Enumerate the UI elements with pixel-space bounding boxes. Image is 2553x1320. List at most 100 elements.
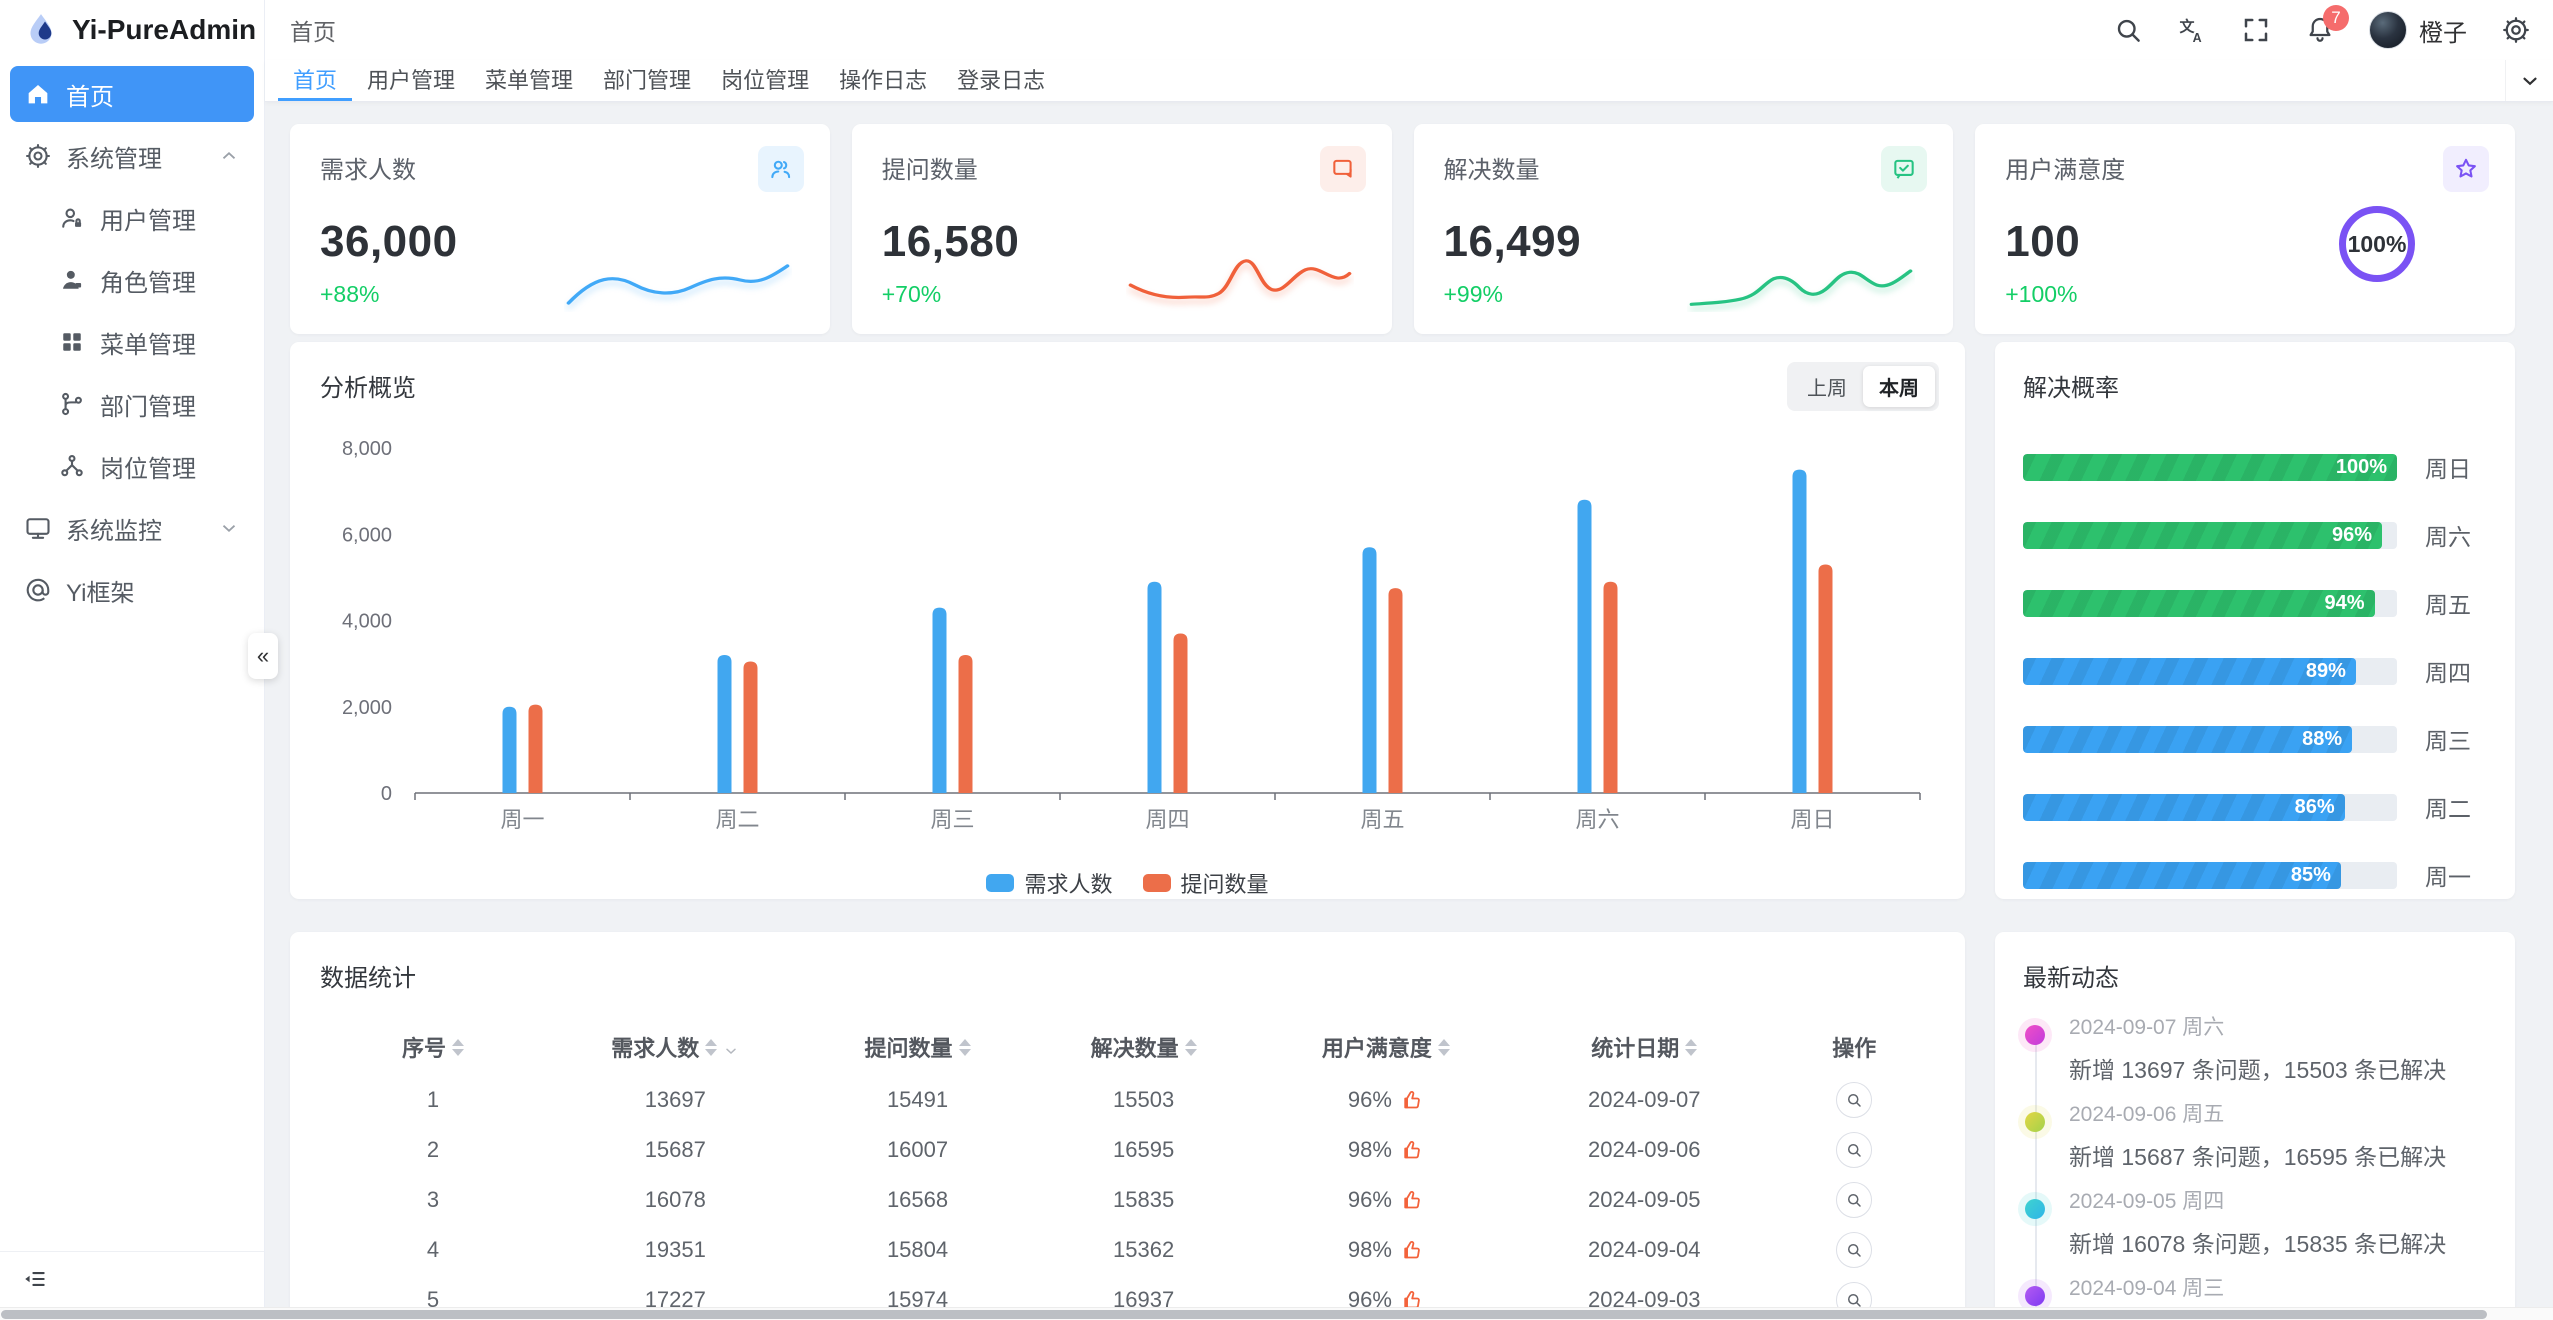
stat-card-title: 用户满意度 [2005,157,2126,184]
tab-首页[interactable]: 首页 [278,60,353,101]
tab-登录日志[interactable]: 登录日志 [957,68,1046,93]
menu-fold-icon[interactable] [22,1266,48,1292]
sidebar-item-role-mgmt[interactable]: 角色管理 [10,252,254,308]
progress-day-label: 周二 [2425,796,2471,822]
column-header-序号[interactable]: 序号 [320,1031,546,1063]
sidebar-item-home[interactable]: 首页 [10,66,254,122]
tab-用户管理[interactable]: 用户管理 [367,68,456,93]
solve-rate-row: 85% 周一 [2023,841,2487,909]
progress-track: 100% [2023,453,2397,481]
legend-提问数量[interactable]: 提问数量 [1142,867,1269,899]
date-cell: 2024-09-06 [1587,1137,1701,1162]
column-header-用户满意度[interactable]: 用户满意度 [1257,1031,1515,1063]
sidebar-item-menu-mgmt[interactable]: 菜单管理 [10,314,254,370]
satisfaction-cell: 96% [1257,1187,1515,1213]
satisfaction-ring: 100% [2339,206,2415,282]
settings-gear-icon[interactable] [2501,15,2531,45]
sidebar-item-monitor[interactable]: 系统监控 [10,500,254,556]
solve-rate-card: 解决概率 100% 周日 96% 周六 94% 周五 89% 周四 88% 周三 86% 周二 85% 周… [1995,342,2515,899]
timeline-item: 2024-09-07 周六 新增 13697 条问题，15503 条已解决 [2025,1011,2487,1098]
avatar [2369,11,2407,49]
satisfaction-cell: 98% [1257,1137,1515,1163]
app-title: Yi-PureAdmin [72,14,257,45]
stat-card-title: 需求人数 [320,157,416,184]
sparkline-chart [1687,248,1915,312]
svg-text:8,000: 8,000 [342,438,392,460]
week-toggle: 上周 本周 [1787,362,1939,411]
progress-day-label: 周六 [2425,524,2471,550]
view-detail-button[interactable] [1836,1082,1873,1118]
timeline-dot-icon [2025,1112,2045,1132]
chart-title: 分析概览 [320,375,416,402]
tab-操作日志[interactable]: 操作日志 [839,68,928,93]
table-cell: 15362 [1113,1237,1175,1262]
toggle-last-week[interactable]: 上周 [1807,378,1847,400]
operation-cell [1773,1082,1935,1118]
table-cell: 4 [426,1237,440,1262]
sort-carets-icon[interactable] [1437,1038,1450,1056]
stat-card-delta: +100% [2005,281,2078,307]
progress-fill: 86% [2023,793,2345,821]
timeline-text: 新增 13697 条问题，15503 条已解决 [2069,1057,2447,1083]
view-detail-button[interactable] [1836,1232,1873,1268]
sidebar-item-framework[interactable]: Yi框架 [10,562,254,618]
monitor-icon [24,514,52,542]
view-detail-button[interactable] [1836,1132,1873,1168]
column-header-label: 操作 [1832,1036,1877,1061]
column-header-提问数量[interactable]: 提问数量 [804,1031,1030,1063]
sort-carets-icon[interactable] [452,1038,465,1056]
logo[interactable]: Yi-PureAdmin [0,0,264,60]
tab-部门管理[interactable]: 部门管理 [603,68,692,93]
legend-需求人数[interactable]: 需求人数 [986,867,1113,899]
stat-card-delta: +88% [320,281,380,307]
progress-fill: 88% [2023,725,2353,753]
table-cell: 15835 [1113,1187,1175,1212]
stat-card-value: 16,499 [1443,217,1582,266]
thumb-up-icon [1400,1088,1424,1112]
sidebar-item-user-mgmt[interactable]: 用户管理 [10,190,254,246]
chevron-down-icon[interactable] [723,1039,739,1055]
sidebar-collapse-handle[interactable]: « [248,633,278,679]
search-icon[interactable] [2113,15,2143,45]
column-header-统计日期[interactable]: 统计日期 [1515,1031,1773,1063]
chevron-down-icon [218,517,240,539]
sidebar-item-system[interactable]: 系统管理 [10,128,254,184]
scrollbar-thumb[interactable] [1,1310,2487,1319]
tabs-dropdown-button[interactable] [2505,60,2553,101]
table-row: 2 15687 16007 16595 98% 2024-09-06 [320,1125,1935,1175]
column-header-需求人数[interactable]: 需求人数 [546,1031,804,1063]
timeline-text: 新增 16078 条问题，15835 条已解决 [2069,1231,2447,1257]
sidebar-item-post-mgmt[interactable]: 岗位管理 [10,438,254,494]
user-menu[interactable]: 橙子 [2369,11,2467,49]
svg-text:文: 文 [2180,17,2196,35]
user-lock-icon [58,204,86,232]
tab-岗位管理[interactable]: 岗位管理 [721,68,810,93]
satisfaction-cell: 98% [1257,1237,1515,1263]
app-logo-icon [22,11,60,49]
sidebar-item-dept-mgmt[interactable]: 部门管理 [10,376,254,432]
sort-carets-icon[interactable] [1685,1038,1698,1056]
fullscreen-icon[interactable] [2241,15,2271,45]
timeline-date: 2024-09-05 周四 [2069,1190,2225,1213]
sort-carets-icon[interactable] [1184,1038,1197,1056]
tab-菜单管理[interactable]: 菜单管理 [485,68,574,93]
satisfaction-percent: 98% [1347,1137,1392,1162]
stat-card-value: 36,000 [320,217,458,266]
view-detail-button[interactable] [1836,1182,1873,1218]
sort-carets-icon[interactable] [705,1038,718,1056]
column-header-解决数量[interactable]: 解决数量 [1031,1031,1257,1063]
sort-carets-icon[interactable] [958,1038,971,1056]
toggle-this-week[interactable]: 本周 [1863,366,1935,407]
horizontal-scrollbar [0,1307,2553,1320]
svg-text:周三: 周三 [930,807,974,832]
data-table: 序号 需求人数 提问数量 解决数量 用户满意度 统计日期 操作 1 13697 15491 1550… [320,1019,1935,1320]
progress-track: 94% [2023,589,2397,617]
data-statistics-card: 数据统计 序号 需求人数 提问数量 解决数量 用户满意度 统计日期 操作 1 13697 1549… [290,932,1965,1320]
role-user-icon [58,266,86,294]
table-cell: 15491 [886,1087,949,1112]
bell-icon[interactable]: 7 [2305,5,2349,45]
date-cell: 2024-09-05 [1587,1187,1701,1212]
table-cell: 15804 [886,1237,949,1262]
